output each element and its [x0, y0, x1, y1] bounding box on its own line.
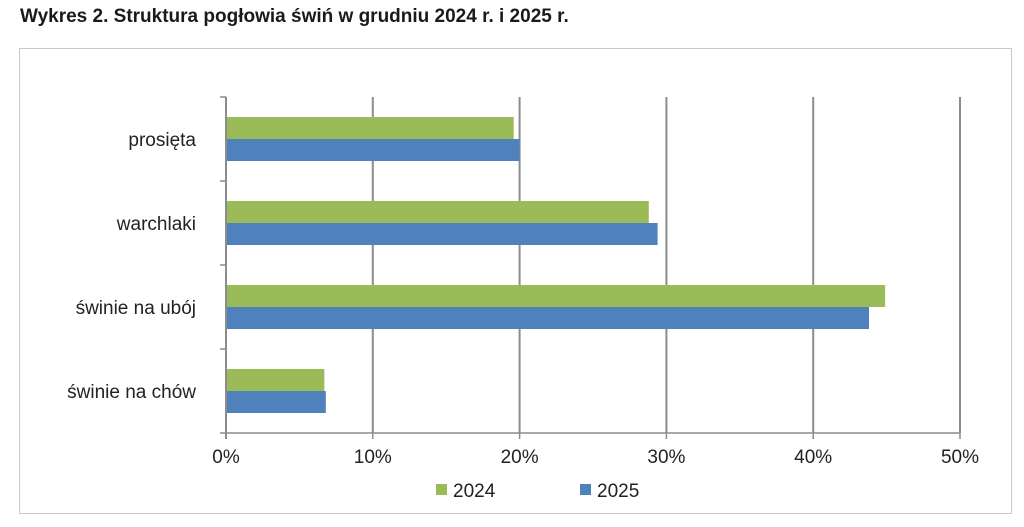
category-label: warchlaki	[116, 214, 196, 235]
chart-title: Wykres 2. Struktura pogłowia świń w grud…	[20, 6, 569, 27]
legend-label-2025: 2025	[597, 481, 639, 502]
category-label: świnie na ubój	[76, 298, 196, 319]
bars	[226, 117, 886, 413]
bar-2025	[226, 139, 520, 161]
tick-labels: 0% 10% 20% 30% 40% 50%	[212, 447, 979, 468]
legend: 2024 2025	[436, 481, 639, 502]
legend-label-2024: 2024	[453, 481, 496, 502]
legend-swatch-2025	[580, 484, 591, 495]
tick-label: 50%	[941, 447, 979, 468]
bar-2024	[226, 201, 649, 223]
tick-label: 10%	[354, 447, 392, 468]
chart-frame	[19, 48, 1012, 514]
category-labels: prosięta warchlaki świnie na ubój świnie na…	[67, 130, 196, 403]
legend-swatch-2024	[436, 484, 447, 495]
tick-label: 30%	[647, 447, 685, 468]
bar-2024	[226, 369, 325, 391]
bar-2025	[226, 307, 869, 329]
tick-label: 0%	[212, 447, 240, 468]
axis	[220, 96, 961, 439]
bar-2024	[226, 117, 514, 139]
bar-2025	[226, 391, 326, 413]
category-label: prosięta	[128, 130, 196, 151]
tick-label: 20%	[501, 447, 539, 468]
bar-2024	[226, 285, 886, 307]
category-label: świnie na chów	[67, 382, 196, 403]
tick-label: 40%	[794, 447, 832, 468]
bar-2025	[226, 223, 658, 245]
